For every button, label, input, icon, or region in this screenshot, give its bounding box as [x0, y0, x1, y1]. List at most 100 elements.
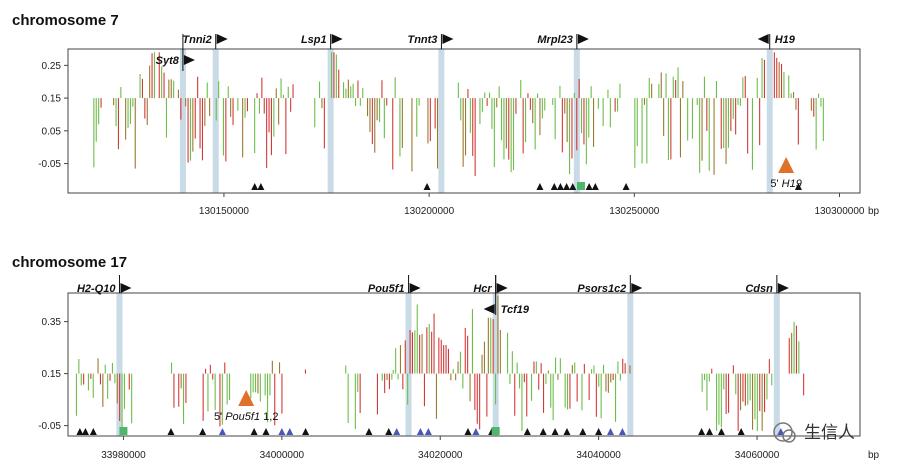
data-bar: [744, 373, 746, 406]
data-bar: [725, 98, 727, 164]
data-bar: [457, 361, 459, 374]
y-tick-label: -0.05: [38, 421, 61, 432]
data-bar: [516, 362, 518, 374]
data-bar: [522, 98, 524, 154]
data-bar: [185, 373, 187, 403]
site-triangle-icon: [81, 428, 89, 435]
data-bar: [252, 373, 254, 393]
data-bar: [547, 370, 549, 374]
data-bar: [450, 373, 452, 381]
site-triangle-blue-icon: [218, 428, 226, 435]
data-bar: [379, 98, 381, 123]
data-bar: [83, 373, 85, 385]
data-bar: [706, 373, 708, 411]
data-bar: [583, 98, 585, 145]
x-tick-label: 34020000: [418, 450, 463, 461]
site-triangle-icon: [539, 428, 547, 435]
data-bar: [381, 373, 383, 381]
data-bar: [278, 98, 280, 125]
data-bar: [197, 76, 199, 99]
gene-highlight-band: [212, 49, 219, 193]
data-bar: [267, 373, 269, 423]
data-bar: [486, 98, 488, 106]
data-bar: [658, 83, 660, 99]
data-bar: [667, 98, 669, 160]
gene-label: Tcf19: [501, 304, 530, 316]
data-bar: [171, 362, 173, 374]
data-bar: [401, 98, 403, 148]
data-bar: [793, 321, 795, 374]
data-bar: [581, 373, 583, 411]
data-bar: [97, 358, 99, 374]
data-bar: [507, 332, 509, 374]
data-bar: [474, 373, 476, 410]
data-bar: [254, 98, 256, 153]
gene-highlight-band: [627, 293, 634, 436]
gene-label: H2-Q10: [77, 283, 116, 295]
data-bar: [359, 98, 361, 106]
data-bar: [469, 98, 471, 133]
data-bar: [279, 362, 281, 374]
data-bar: [646, 98, 648, 164]
data-bar: [578, 79, 580, 99]
data-bar: [773, 52, 775, 99]
data-bar: [766, 373, 768, 400]
orange-marker-label-prefix: 5': [770, 178, 781, 190]
site-triangle-icon: [585, 183, 593, 190]
site-triangle-icon: [251, 183, 259, 190]
site-triangle-blue-icon: [424, 428, 432, 435]
data-bar: [232, 98, 234, 125]
gene-highlight-band: [438, 49, 445, 193]
data-bar: [285, 98, 287, 155]
data-bar: [795, 325, 797, 374]
data-bar: [597, 98, 599, 109]
x-axis-unit: bp: [868, 206, 880, 217]
data-bar: [163, 72, 165, 99]
data-bar: [612, 373, 614, 380]
data-bar: [706, 98, 708, 131]
site-triangle-icon: [579, 428, 587, 435]
data-bar: [121, 373, 123, 430]
data-bar: [479, 98, 481, 124]
data-bar: [445, 345, 447, 374]
gene-label: Syt8: [156, 55, 180, 67]
data-bar: [170, 79, 172, 99]
data-bar: [591, 369, 593, 374]
data-bar: [345, 88, 347, 99]
data-bar: [735, 98, 737, 135]
data-bar: [525, 98, 527, 143]
data-bar: [756, 77, 758, 99]
data-bar: [564, 373, 566, 408]
data-bar: [149, 65, 151, 98]
data-bar: [189, 98, 191, 161]
data-bar: [515, 98, 517, 114]
data-bar: [212, 373, 214, 380]
data-bar: [206, 82, 208, 99]
data-bar: [201, 98, 203, 161]
gene-direction-arrow-icon: [496, 283, 508, 293]
plot-frame: [67, 48, 861, 194]
data-bar: [402, 373, 404, 390]
data-bar: [486, 373, 488, 417]
data-bar: [552, 373, 554, 421]
data-bar: [588, 98, 590, 138]
data-bar: [672, 76, 674, 98]
data-bar: [80, 373, 82, 386]
x-tick-label: 130300000: [814, 206, 864, 217]
data-bar: [335, 54, 337, 99]
gene-label: Lsp1: [301, 34, 327, 46]
watermark-logo-icon: [773, 422, 793, 442]
data-bar: [459, 351, 461, 374]
data-bar: [429, 98, 431, 142]
data-bar: [139, 74, 141, 99]
data-bar: [187, 98, 189, 163]
data-bar: [699, 98, 701, 173]
panel-chromosome-7: chromosome 7 0.25 0.15 0.05 -0.05 130150000 13…: [12, 12, 880, 217]
data-bar: [544, 98, 546, 111]
data-bar: [585, 98, 587, 165]
data-bar: [529, 98, 531, 110]
data-bar: [438, 337, 440, 374]
data-bar: [225, 98, 227, 162]
data-bar: [185, 98, 187, 107]
data-bar: [161, 66, 163, 99]
